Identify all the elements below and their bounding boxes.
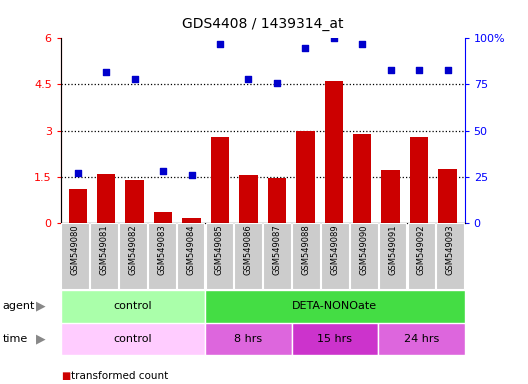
Bar [410,137,428,223]
Text: DETA-NONOate: DETA-NONOate [292,301,378,311]
Bar [154,212,172,223]
Text: ■: ■ [61,371,70,381]
Text: time: time [3,334,28,344]
Text: transformed count: transformed count [71,371,168,381]
Point [358,41,366,47]
Bar [205,290,465,323]
Text: 24 hrs: 24 hrs [404,334,439,344]
Point [244,76,253,82]
Bar [291,323,378,355]
Bar [438,169,457,223]
Point [329,35,338,41]
Point [216,41,224,47]
Text: 8 hrs: 8 hrs [234,334,262,344]
Bar [239,175,258,223]
FancyBboxPatch shape [177,223,204,289]
Point [444,67,452,73]
FancyBboxPatch shape [61,223,89,289]
Text: ▶: ▶ [36,333,45,345]
Text: GSM549080: GSM549080 [71,225,80,275]
Text: GSM549088: GSM549088 [301,225,310,275]
Bar [211,137,229,223]
Text: GSM549081: GSM549081 [99,225,108,275]
Point [415,67,423,73]
Text: control: control [114,301,152,311]
Point [73,170,82,176]
Bar [126,180,144,223]
Text: GSM549083: GSM549083 [157,225,166,275]
FancyBboxPatch shape [292,223,320,289]
FancyBboxPatch shape [379,223,407,289]
FancyBboxPatch shape [119,223,147,289]
Point [102,68,110,74]
FancyBboxPatch shape [263,223,291,289]
Text: GSM549089: GSM549089 [331,225,340,275]
Bar [353,134,372,223]
FancyBboxPatch shape [205,223,233,289]
Text: GSM549090: GSM549090 [359,225,368,275]
Text: GSM549085: GSM549085 [215,225,224,275]
Text: GSM549093: GSM549093 [446,225,455,275]
Point [130,76,139,82]
Bar [69,189,87,223]
Text: GSM549092: GSM549092 [417,225,426,275]
Point [301,45,309,51]
Text: GSM549084: GSM549084 [186,225,195,275]
FancyBboxPatch shape [408,223,435,289]
Text: GSM549087: GSM549087 [272,225,281,275]
Text: GSM549091: GSM549091 [388,225,397,275]
Bar [378,323,465,355]
Point [386,67,395,73]
Text: GSM549082: GSM549082 [128,225,137,275]
Bar [381,170,400,223]
Text: GSM549086: GSM549086 [244,225,253,275]
FancyBboxPatch shape [321,223,348,289]
Point [187,172,196,178]
FancyBboxPatch shape [234,223,262,289]
Bar [61,290,205,323]
Point [159,168,167,174]
Bar [205,323,291,355]
Text: ▶: ▶ [36,300,45,313]
Text: 15 hrs: 15 hrs [317,334,352,344]
FancyBboxPatch shape [90,223,118,289]
Text: GDS4408 / 1439314_at: GDS4408 / 1439314_at [182,17,343,31]
Bar [296,131,315,223]
FancyBboxPatch shape [436,223,464,289]
Text: control: control [114,334,152,344]
Bar [97,174,116,223]
Point [272,79,281,86]
Bar [182,218,201,223]
FancyBboxPatch shape [350,223,378,289]
Bar [325,81,343,223]
Text: agent: agent [3,301,35,311]
Bar [268,178,286,223]
FancyBboxPatch shape [148,223,175,289]
Bar [61,323,205,355]
